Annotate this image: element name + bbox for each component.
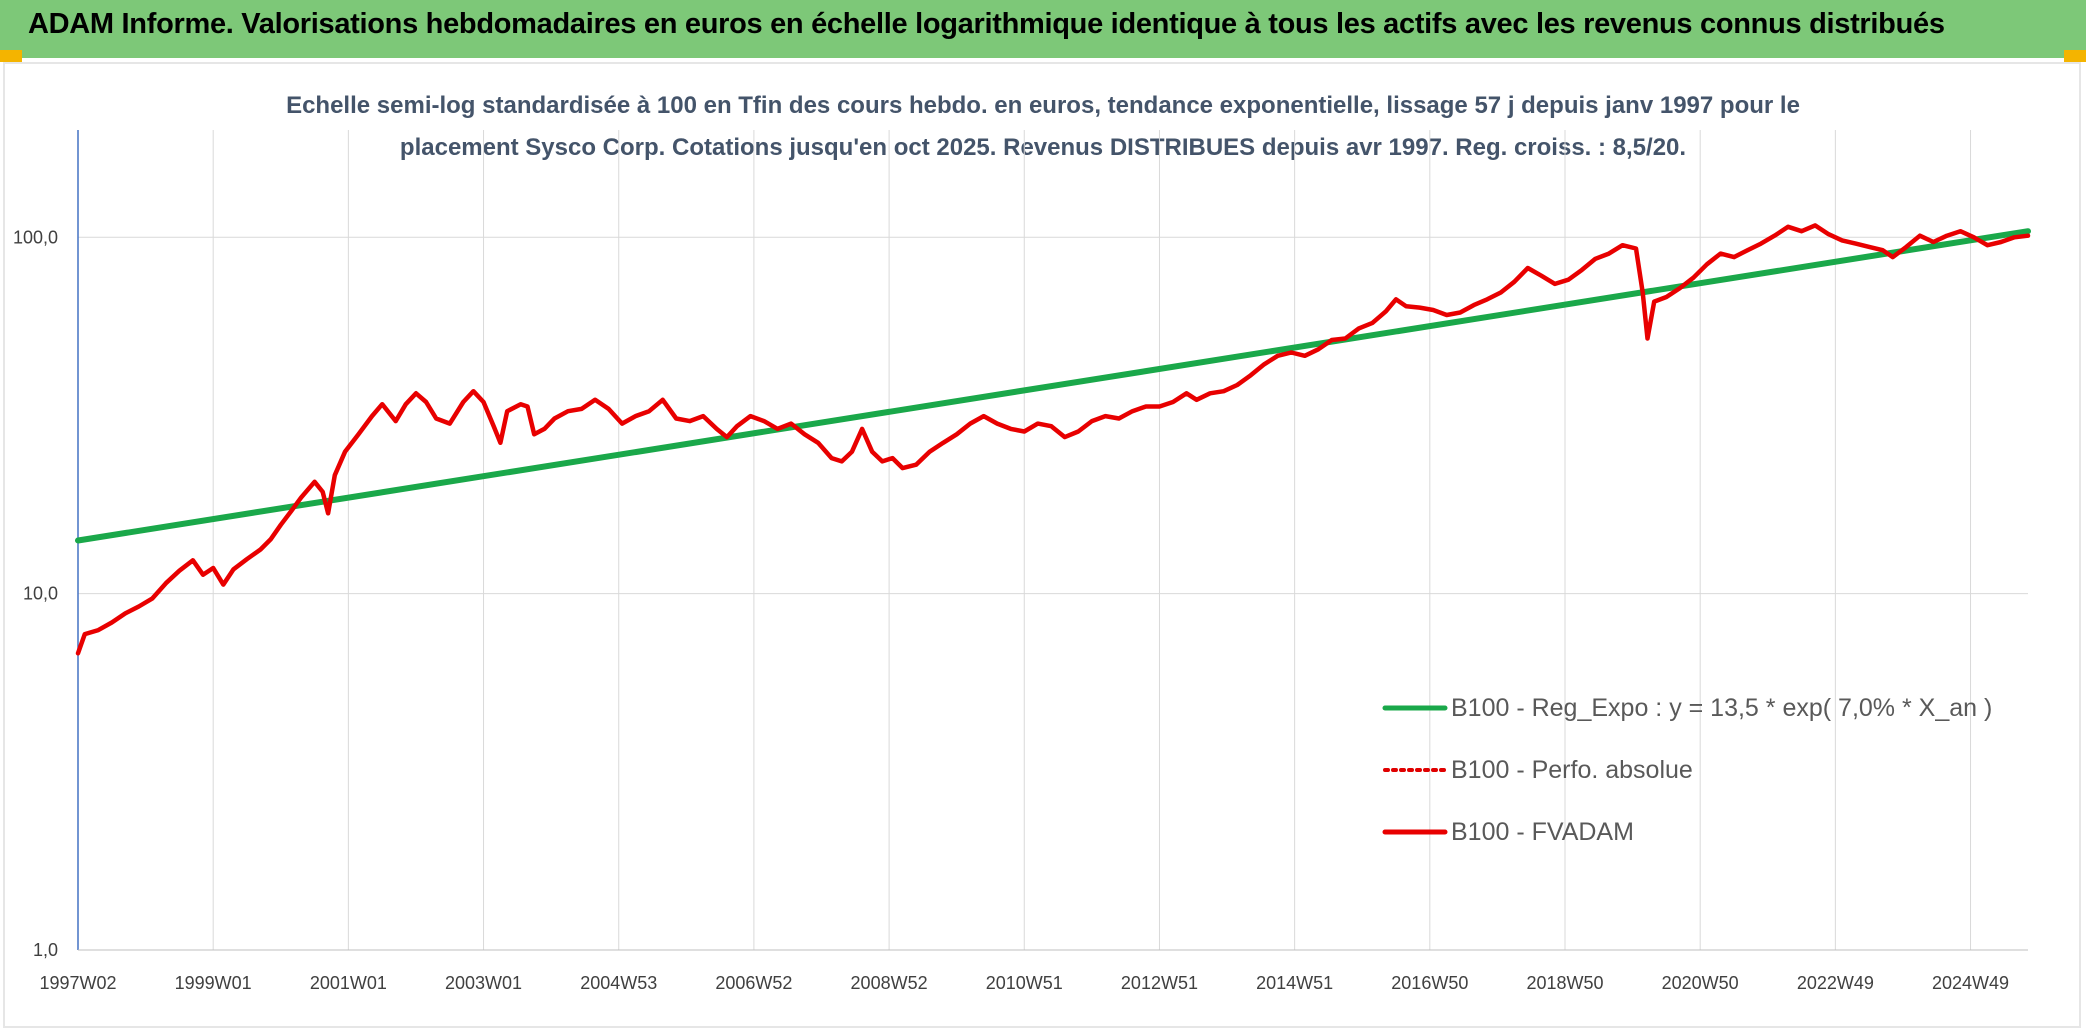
legend-label: B100 - Perfo. absolue: [1451, 756, 1693, 784]
x-tick-label: 2024W49: [1932, 973, 2009, 993]
x-tick-label: 2001W01: [310, 973, 387, 993]
page-title: ADAM Informe. Valorisations hebdomadaire…: [28, 8, 1945, 40]
x-tick-label: 2014W51: [1256, 973, 1333, 993]
legend-label: B100 - Reg_Expo : y = 13,5 * exp( 7,0% *…: [1451, 694, 1992, 722]
header-band: [0, 0, 2086, 58]
x-tick-label: 2010W51: [986, 973, 1063, 993]
legend-label: B100 - FVADAM: [1451, 818, 1634, 846]
corner-mark-right: [2064, 50, 2086, 62]
x-tick-label: 1997W02: [39, 973, 116, 993]
series: [75, 223, 2031, 656]
axes: 1997W02 1999W01 2001W01 2003W01 2004W53 2006W…: [13, 130, 2028, 993]
y-tick-label: 10,0: [23, 584, 58, 604]
series-line-0: [75, 228, 2031, 544]
x-tick-label: 2018W50: [1526, 973, 1603, 993]
corner-mark-left: [0, 50, 22, 62]
x-tick-label: 1999W01: [175, 973, 252, 993]
chart-frame: [3, 62, 2081, 1028]
x-tick-label: 2004W53: [580, 973, 657, 993]
legend: B100 - Reg_Expo : y = 13,5 * exp( 7,0% *…: [1382, 694, 1992, 846]
x-tick-label: 2020W50: [1662, 973, 1739, 993]
chart-title-line-2: placement Sysco Corp. Cotations jusqu'en…: [399, 134, 1687, 161]
chart-title-line-1: Echelle semi-log standardisée à 100 en T…: [286, 92, 1800, 119]
grid: [77, 130, 2028, 951]
x-tick-label: 2022W49: [1797, 973, 1874, 993]
y-tick-label: 1,0: [33, 940, 58, 960]
x-tick-label: 2003W01: [445, 973, 522, 993]
x-tick-label: 2008W52: [851, 973, 928, 993]
y-tick-label: 100,0: [13, 227, 58, 247]
x-tick-label: 2006W52: [715, 973, 792, 993]
series-line-2: [75, 223, 2031, 656]
x-tick-label: 2016W50: [1391, 973, 1468, 993]
x-tick-label: 2012W51: [1121, 973, 1198, 993]
